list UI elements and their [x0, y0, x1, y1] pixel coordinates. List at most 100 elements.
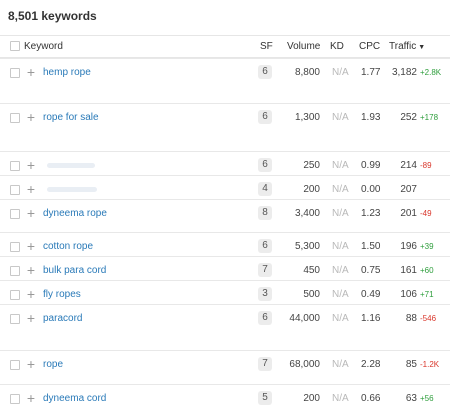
traffic-value: 196: [400, 241, 417, 252]
add-to-list-plus-icon[interactable]: +: [26, 205, 36, 221]
keyword-link[interactable]: fly ropes: [43, 289, 81, 300]
row-checkbox[interactable]: [10, 113, 20, 123]
cpc-value: 1.50: [361, 241, 381, 252]
row-checkbox[interactable]: [10, 242, 20, 252]
keyword-link[interactable]: rope for sale: [43, 112, 99, 123]
row-checkbox[interactable]: [10, 394, 20, 404]
serp-features-badge[interactable]: 5: [258, 391, 272, 405]
serp-features-badge[interactable]: 6: [258, 311, 272, 325]
volume-value: 5,300: [294, 241, 320, 252]
table-row[interactable]: + rope 7 68,000 N/A 2.28 85 -1.2K: [0, 350, 450, 385]
traffic-value: 214: [400, 160, 417, 171]
traffic-value: 252: [400, 112, 417, 123]
traffic-value: 88: [405, 313, 417, 324]
serp-features-badge[interactable]: 7: [258, 357, 272, 371]
add-to-list-plus-icon[interactable]: +: [26, 157, 36, 173]
row-checkbox[interactable]: [10, 161, 20, 171]
row-checkbox[interactable]: [10, 290, 20, 300]
column-header-keyword[interactable]: Keyword: [24, 41, 63, 52]
keyword-link[interactable]: paracord: [43, 313, 83, 324]
table-row[interactable]: + hemp rope 6 8,800 N/A 1.77 3,182 +2.8K: [0, 58, 450, 104]
redacted-keyword: [47, 187, 97, 192]
keyword-link[interactable]: rope: [43, 359, 64, 370]
row-checkbox[interactable]: [10, 209, 20, 219]
traffic-value: 106: [400, 289, 417, 300]
traffic-change: -546: [420, 314, 437, 323]
row-checkbox[interactable]: [10, 68, 20, 78]
cpc-value: 1.23: [361, 208, 381, 219]
cpc-value: 1.93: [361, 112, 381, 123]
serp-features-badge[interactable]: 8: [258, 206, 272, 220]
add-to-list-plus-icon[interactable]: +: [26, 356, 36, 372]
serp-features-badge[interactable]: 6: [258, 65, 272, 79]
cpc-value: 0.66: [361, 393, 381, 404]
table-header: Keyword SF Volume KD CPC Traffic ▼: [0, 35, 450, 58]
traffic-value: 63: [405, 393, 417, 404]
column-header-sf[interactable]: SF: [260, 41, 273, 52]
traffic-change: +178: [420, 113, 439, 122]
kd-value: N/A: [332, 208, 349, 219]
table-row[interactable]: + rope for sale 6 1,300 N/A 1.93 252 +178: [0, 103, 450, 152]
traffic-change: -1.2K: [420, 360, 440, 369]
table-row[interactable]: + cotton rope 6 5,300 N/A 1.50 196 +39: [0, 232, 450, 257]
volume-value: 200: [303, 184, 320, 195]
column-header-cpc[interactable]: CPC: [359, 41, 381, 52]
kd-value: N/A: [332, 265, 349, 276]
serp-features-badge[interactable]: 4: [258, 182, 272, 196]
serp-features-badge[interactable]: 3: [258, 287, 272, 301]
traffic-change: +56: [420, 394, 434, 403]
traffic-value: 201: [400, 208, 417, 219]
add-to-list-plus-icon[interactable]: +: [26, 181, 36, 197]
add-to-list-plus-icon[interactable]: +: [26, 262, 36, 278]
table-row[interactable]: +4 200 N/A 0.00 207: [0, 175, 450, 200]
traffic-change: -89: [420, 161, 432, 170]
traffic-change: -49: [420, 209, 432, 218]
add-to-list-plus-icon[interactable]: +: [26, 64, 36, 80]
add-to-list-plus-icon[interactable]: +: [26, 109, 36, 125]
row-checkbox[interactable]: [10, 266, 20, 276]
keyword-link[interactable]: cotton rope: [43, 241, 94, 252]
serp-features-badge[interactable]: 6: [258, 158, 272, 172]
column-header-volume[interactable]: Volume: [287, 41, 321, 52]
serp-features-badge[interactable]: 6: [258, 239, 272, 253]
cpc-value: 1.16: [361, 313, 381, 324]
traffic-value: 161: [400, 265, 417, 276]
serp-features-badge[interactable]: 7: [258, 263, 272, 277]
traffic-change: +2.8K: [420, 68, 442, 77]
row-checkbox[interactable]: [10, 314, 20, 324]
keyword-link[interactable]: bulk para cord: [43, 265, 107, 276]
select-all-checkbox[interactable]: [10, 41, 20, 51]
volume-value: 8,800: [294, 67, 320, 78]
serp-features-badge[interactable]: 6: [258, 110, 272, 124]
kd-value: N/A: [332, 241, 349, 252]
volume-value: 1,300: [294, 112, 320, 123]
row-checkbox[interactable]: [10, 360, 20, 370]
traffic-value: 207: [400, 184, 417, 195]
table-row[interactable]: + fly ropes 3 500 N/A 0.49 106 +71: [0, 280, 450, 305]
keyword-link[interactable]: hemp rope: [43, 67, 91, 78]
table-row[interactable]: + bulk para cord 7 450 N/A 0.75 161 +60: [0, 256, 450, 281]
kd-value: N/A: [332, 393, 349, 404]
traffic-change: +60: [420, 266, 434, 275]
table-row[interactable]: + dyneema cord 5 200 N/A 0.66 63 +56: [0, 384, 450, 419]
column-header-traffic[interactable]: Traffic ▼: [389, 41, 425, 52]
volume-value: 250: [303, 160, 320, 171]
add-to-list-plus-icon[interactable]: +: [26, 310, 36, 326]
cpc-value: 0.99: [361, 160, 381, 171]
keyword-link[interactable]: dyneema rope: [43, 208, 107, 219]
column-header-traffic-label: Traffic: [389, 41, 417, 52]
table-row[interactable]: +6 250 N/A 0.99 214 -89: [0, 151, 450, 176]
kd-value: N/A: [332, 184, 349, 195]
row-checkbox[interactable]: [10, 185, 20, 195]
traffic-change: +39: [420, 242, 434, 251]
cpc-value: 2.28: [361, 359, 381, 370]
cpc-value: 0.49: [361, 289, 381, 300]
keyword-link[interactable]: dyneema cord: [43, 393, 107, 404]
table-row[interactable]: + paracord 6 44,000 N/A 1.16 88 -546: [0, 304, 450, 351]
volume-value: 44,000: [289, 313, 320, 324]
column-header-kd[interactable]: KD: [330, 41, 344, 52]
add-to-list-plus-icon[interactable]: +: [26, 286, 36, 302]
add-to-list-plus-icon[interactable]: +: [26, 390, 36, 406]
add-to-list-plus-icon[interactable]: +: [26, 238, 36, 254]
table-row[interactable]: + dyneema rope 8 3,400 N/A 1.23 201 -49: [0, 199, 450, 233]
